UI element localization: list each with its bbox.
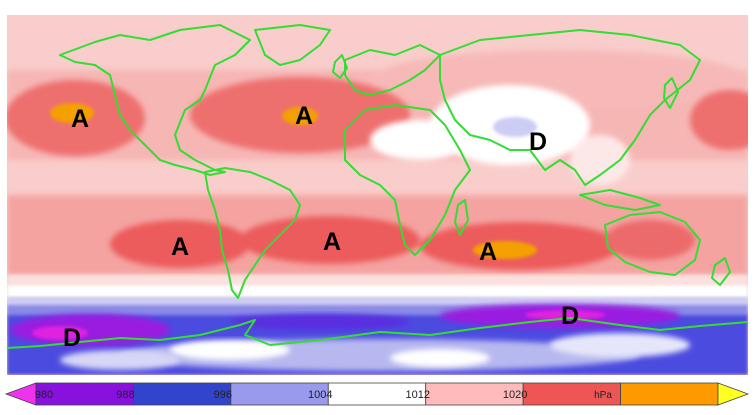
- pressure-center-label: D: [529, 128, 547, 156]
- orange-cores: [50, 103, 537, 259]
- pressure-center-label: A: [71, 105, 89, 133]
- pressure-center-label: D: [63, 324, 81, 352]
- coastline-madagascar: [454, 199, 469, 236]
- colorbar-tick-label: 1012: [405, 389, 429, 401]
- pressure-center-labels: A A D A A A D D: [63, 102, 579, 352]
- coastline-africa: [344, 104, 471, 256]
- colorbar-tick-label: 1020: [503, 389, 527, 401]
- coastlines: [7, 24, 748, 349]
- coastline-australia: [604, 211, 701, 276]
- pressure-center-label: A: [323, 228, 341, 256]
- coastline-uk: [332, 54, 348, 79]
- coastline-asia: [439, 29, 701, 186]
- colorbar-bins: [4, 382, 750, 406]
- pressure-field: A A D A A A D D: [7, 15, 748, 375]
- pressure-center-label: A: [479, 238, 497, 266]
- coastline-south-america: [204, 167, 301, 299]
- colorbar-tick-label: 988: [116, 389, 134, 401]
- colorbar-unit-label: hPa: [594, 390, 612, 401]
- colorbar-ticks: 980 988 996 1004 1012 1020: [35, 389, 528, 401]
- pressure-colorbar: 980 988 996 1004 1012 1020 hPa: [4, 382, 750, 406]
- pressure-center-label: A: [171, 233, 189, 261]
- coastline-new-zealand: [711, 257, 731, 286]
- pressure-center-label: D: [561, 302, 579, 330]
- colorbar-tick-label: 1004: [308, 389, 332, 401]
- coastline-europe: [344, 44, 441, 96]
- colorbar-tick-label: 980: [35, 389, 53, 401]
- colorbar-bin: [620, 382, 719, 406]
- coastline-greenland: [254, 24, 331, 66]
- colorbar-tick-label: 996: [214, 389, 232, 401]
- coastline-north-america: [59, 24, 251, 176]
- coastline-indonesia: [579, 189, 661, 211]
- southern-ocean-field: [7, 275, 748, 375]
- colorbar-bin: [4, 382, 37, 406]
- asia-low-core: [493, 117, 537, 137]
- pressure-center-label: A: [295, 102, 313, 130]
- coastline-japan: [663, 77, 679, 109]
- coastline-antarctica: [7, 317, 748, 349]
- colorbar-bin: [717, 382, 750, 406]
